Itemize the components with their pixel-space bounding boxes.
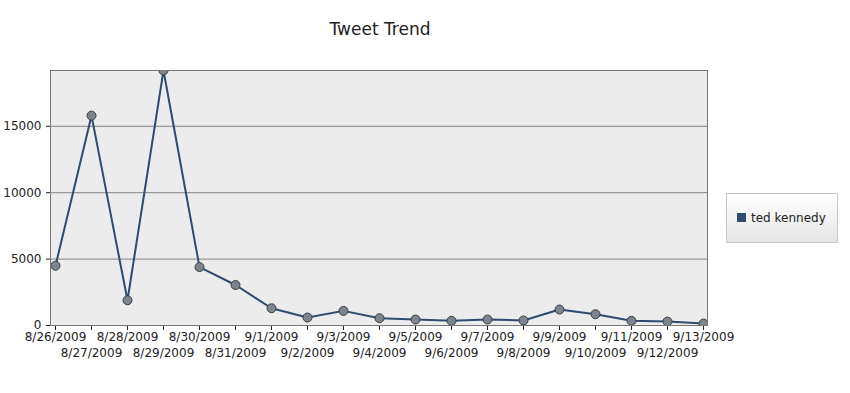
svg-text:9/1/2009: 9/1/2009 bbox=[245, 330, 299, 344]
svg-text:0: 0 bbox=[33, 318, 42, 333]
svg-text:9/10/2009: 9/10/2009 bbox=[565, 346, 627, 360]
svg-text:8/31/2009: 8/31/2009 bbox=[205, 346, 267, 360]
svg-text:9/13/2009: 9/13/2009 bbox=[673, 330, 735, 344]
svg-text:15000: 15000 bbox=[3, 119, 41, 133]
svg-text:8/26/2009: 8/26/2009 bbox=[25, 330, 87, 344]
svg-text:8/28/2009: 8/28/2009 bbox=[97, 330, 159, 344]
html-text:Tweet Trend: Tweet Trend bbox=[329, 19, 431, 39]
svg-text:9/11/2009: 9/11/2009 bbox=[601, 330, 663, 344]
html-text:ted kennedy: ted kennedy bbox=[751, 211, 826, 225]
svg-text:9/4/2009: 9/4/2009 bbox=[353, 346, 407, 360]
svg-text:9/9/2009: 9/9/2009 bbox=[533, 330, 587, 344]
svg-text:9/8/2009: 9/8/2009 bbox=[497, 346, 551, 360]
svg-text:9/3/2009: 9/3/2009 bbox=[317, 330, 371, 344]
svg-text:8/27/2009: 8/27/2009 bbox=[61, 346, 123, 360]
svg-text:5000: 5000 bbox=[11, 252, 42, 266]
svg-text:8/30/2009: 8/30/2009 bbox=[169, 330, 231, 344]
svg-text:10000: 10000 bbox=[3, 186, 41, 200]
svg-text:9/5/2009: 9/5/2009 bbox=[389, 330, 443, 344]
svg-text:8/29/2009: 8/29/2009 bbox=[133, 346, 195, 360]
svg-text:9/12/2009: 9/12/2009 bbox=[637, 346, 699, 360]
svg-text:9/2/2009: 9/2/2009 bbox=[281, 346, 335, 360]
svg-text:9/6/2009: 9/6/2009 bbox=[425, 346, 479, 360]
svg-text:9/7/2009: 9/7/2009 bbox=[461, 330, 515, 344]
